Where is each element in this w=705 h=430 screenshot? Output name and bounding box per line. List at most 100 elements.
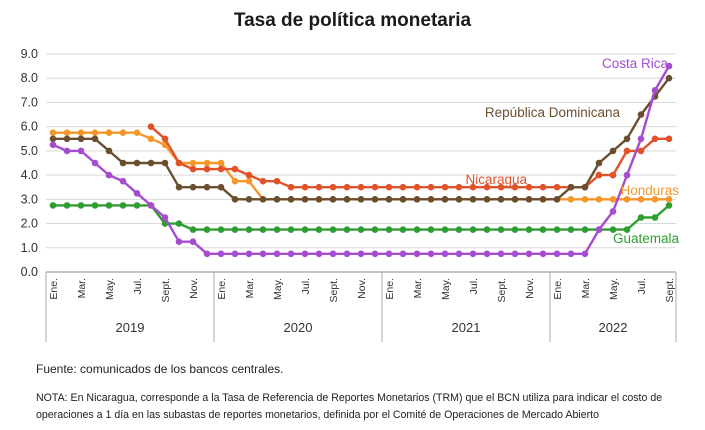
data-point — [595, 159, 603, 167]
data-point — [203, 183, 211, 191]
x-tick-label: May. — [104, 278, 116, 300]
data-point — [385, 250, 393, 258]
year-label: 2019 — [116, 320, 145, 335]
y-tick-label: 2.0 — [21, 217, 38, 231]
data-point — [399, 196, 407, 203]
data-point — [203, 226, 211, 233]
data-point — [497, 226, 505, 233]
x-tick-label: Mar. — [580, 278, 592, 298]
data-point — [301, 183, 309, 191]
x-tick-label: Jul. — [468, 278, 480, 294]
data-point — [343, 196, 351, 203]
data-point — [399, 250, 407, 258]
data-point — [511, 226, 519, 233]
x-tick-label: Nov. — [356, 278, 368, 299]
y-tick-label: 1.0 — [21, 241, 38, 255]
data-point — [231, 226, 239, 233]
data-point — [77, 129, 85, 137]
data-point — [231, 196, 239, 203]
data-point — [539, 183, 547, 191]
data-point — [287, 250, 295, 258]
year-label: 2020 — [284, 320, 313, 335]
chart-title: Tasa de política monetaria — [233, 10, 472, 31]
data-point — [651, 135, 659, 143]
data-point — [427, 226, 435, 233]
data-point — [175, 183, 183, 191]
data-point — [133, 189, 141, 197]
data-point — [525, 226, 533, 233]
data-point — [357, 196, 365, 203]
series-label: Guatemala — [613, 231, 680, 246]
data-point — [245, 196, 253, 203]
data-point — [413, 250, 421, 258]
x-tick-label: Jul. — [636, 278, 648, 294]
data-point — [315, 226, 323, 233]
data-point — [259, 196, 267, 203]
data-point — [623, 135, 631, 143]
y-tick-label: 3.0 — [21, 192, 38, 206]
data-point — [469, 250, 477, 258]
data-point — [539, 196, 547, 203]
data-point — [651, 214, 659, 221]
data-point — [329, 196, 337, 203]
data-point — [273, 177, 281, 185]
data-point — [623, 196, 631, 203]
data-point — [147, 202, 155, 209]
data-point — [427, 183, 435, 191]
data-point — [399, 183, 407, 191]
data-point — [273, 250, 281, 258]
data-point — [287, 183, 295, 191]
data-point — [161, 214, 169, 221]
data-point — [581, 183, 589, 191]
data-point — [245, 250, 253, 258]
data-point — [357, 226, 365, 233]
series-line-guatemala — [53, 204, 670, 231]
data-point — [609, 226, 617, 233]
data-point — [511, 250, 519, 258]
series-label: Honduras — [620, 183, 679, 198]
data-point — [665, 196, 673, 203]
data-point — [315, 196, 323, 203]
series-line-costa-rica — [52, 65, 671, 255]
data-point — [91, 129, 99, 137]
data-point — [623, 171, 631, 179]
data-point — [553, 250, 561, 258]
data-point — [189, 159, 197, 167]
x-tick-label: May. — [608, 278, 620, 300]
x-tick-label: Sept. — [664, 278, 676, 303]
data-point — [609, 147, 617, 155]
data-point — [371, 250, 379, 258]
data-point — [91, 202, 99, 209]
x-tick-label: Sept. — [328, 278, 340, 303]
data-point — [63, 129, 71, 137]
data-point — [511, 196, 519, 203]
data-point — [203, 159, 211, 167]
data-point — [525, 250, 533, 258]
data-point — [49, 129, 57, 137]
data-point — [651, 87, 659, 94]
data-point — [231, 165, 239, 173]
data-point — [63, 135, 71, 143]
x-tick-label: Mar. — [412, 278, 424, 298]
data-point — [441, 250, 449, 258]
data-point — [217, 250, 225, 258]
data-point — [567, 226, 575, 233]
data-point — [287, 196, 295, 203]
data-point — [161, 135, 169, 143]
data-point — [329, 226, 337, 233]
data-point — [217, 159, 225, 167]
data-point — [259, 177, 267, 185]
data-point — [581, 196, 589, 203]
data-point — [217, 226, 225, 233]
y-tick-label: 0.0 — [21, 265, 38, 279]
data-point — [427, 250, 435, 258]
data-point — [357, 183, 365, 191]
y-tick-label: 7.0 — [21, 95, 38, 109]
data-point — [133, 129, 141, 137]
data-point — [469, 183, 477, 191]
data-point — [455, 250, 463, 258]
data-point — [315, 250, 323, 258]
data-point — [189, 165, 197, 173]
data-point — [329, 250, 337, 258]
